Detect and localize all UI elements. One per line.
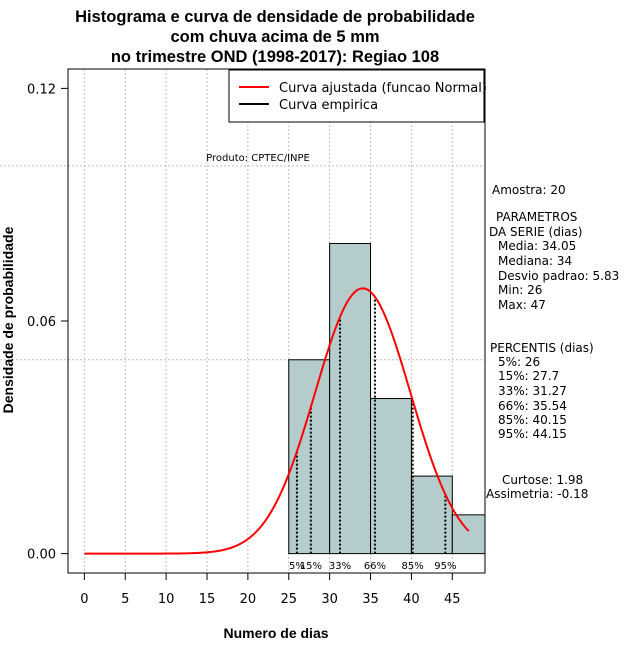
stats-panel: Amostra: 20 PARAMETROS DA SERIE (dias) M…	[486, 183, 619, 501]
legend-box	[228, 69, 485, 123]
product-label: Produto: CPTEC/INPE	[206, 153, 310, 164]
sample-size: Amostra: 20	[492, 183, 566, 197]
param-min: Min: 26	[498, 283, 542, 297]
skewness: Assimetria: -0.18	[486, 487, 588, 501]
x-tick-label: 25	[280, 592, 297, 607]
y-axis-title: Densidade de probabilidade	[0, 226, 16, 413]
x-tick-label: 15	[199, 592, 216, 607]
percentile-label: 33%	[329, 561, 351, 572]
percentile-label: 5%	[289, 561, 305, 572]
percentile-label: 95%	[434, 561, 456, 572]
y-tick-label: 0.12	[27, 82, 56, 97]
x-tick-label: 20	[240, 592, 257, 607]
normal-curve-line	[84, 287, 470, 555]
x-tick-label: 10	[158, 592, 175, 607]
percentile-label: 66%	[364, 561, 386, 572]
x-tick-label: 5	[121, 592, 129, 607]
percentile-label: 15%	[300, 561, 322, 572]
x-tick-label: 0	[80, 592, 88, 607]
params-title-2: DA SERIE (dias)	[489, 225, 582, 239]
percentil-33: 33%: 31.27	[498, 384, 567, 398]
percentil-85: 85%: 40.15	[498, 413, 567, 427]
percentile-lines	[295, 296, 447, 554]
percentis-title: PERCENTIS (dias)	[490, 341, 594, 355]
percentil-5: 5%: 26	[498, 355, 540, 369]
param-mean: Media: 34.05	[498, 239, 576, 253]
x-tick-label: 45	[444, 592, 461, 607]
params-title-1: PARAMETROS	[496, 210, 577, 224]
legend: Curva ajustada (funcao Normal) Curva emp…	[228, 69, 487, 123]
percentile-label: 85%	[402, 561, 424, 572]
histogram-bar	[329, 242, 372, 555]
histogram-bar	[451, 514, 486, 555]
axes: 0 5 10 15 20 25 30 35 40 45 0.00 0.06 0.12	[27, 82, 461, 607]
chart-title-line-3: no trimestre OND (1998-2017): Regiao 108	[111, 48, 439, 66]
x-tick-label: 30	[321, 592, 338, 607]
x-tick-label: 35	[362, 592, 379, 607]
histogram-bar	[410, 475, 453, 555]
legend-label-fitted: Curva ajustada (funcao Normal)	[279, 81, 487, 96]
chart-title-line-2: com chuva acima de 5 mm	[170, 28, 379, 46]
legend-label-empirical: Curva empirica	[279, 98, 378, 113]
y-tick-label: 0.00	[27, 548, 56, 563]
histogram-bar	[370, 398, 412, 555]
histogram-bars	[288, 242, 486, 555]
x-axis-title: Numero de dias	[223, 625, 328, 641]
kurtosis: Curtose: 1.98	[502, 473, 583, 487]
percentil-95: 95%: 44.15	[498, 427, 567, 441]
percentil-15: 15%: 27.7	[498, 369, 559, 383]
param-sd: Desvio padrao: 5.83	[498, 269, 619, 283]
param-max: Max: 47	[498, 298, 546, 312]
percentile-labels: 5%15% 33% 66% 85% 95%	[289, 561, 456, 572]
y-tick-label: 0.06	[27, 315, 56, 330]
chart-title-line-1: Histograma e curva de densidade de proba…	[75, 8, 475, 26]
percentil-66: 66%: 35.54	[498, 399, 567, 413]
param-median: Mediana: 34	[498, 254, 572, 268]
x-tick-label: 40	[403, 592, 420, 607]
